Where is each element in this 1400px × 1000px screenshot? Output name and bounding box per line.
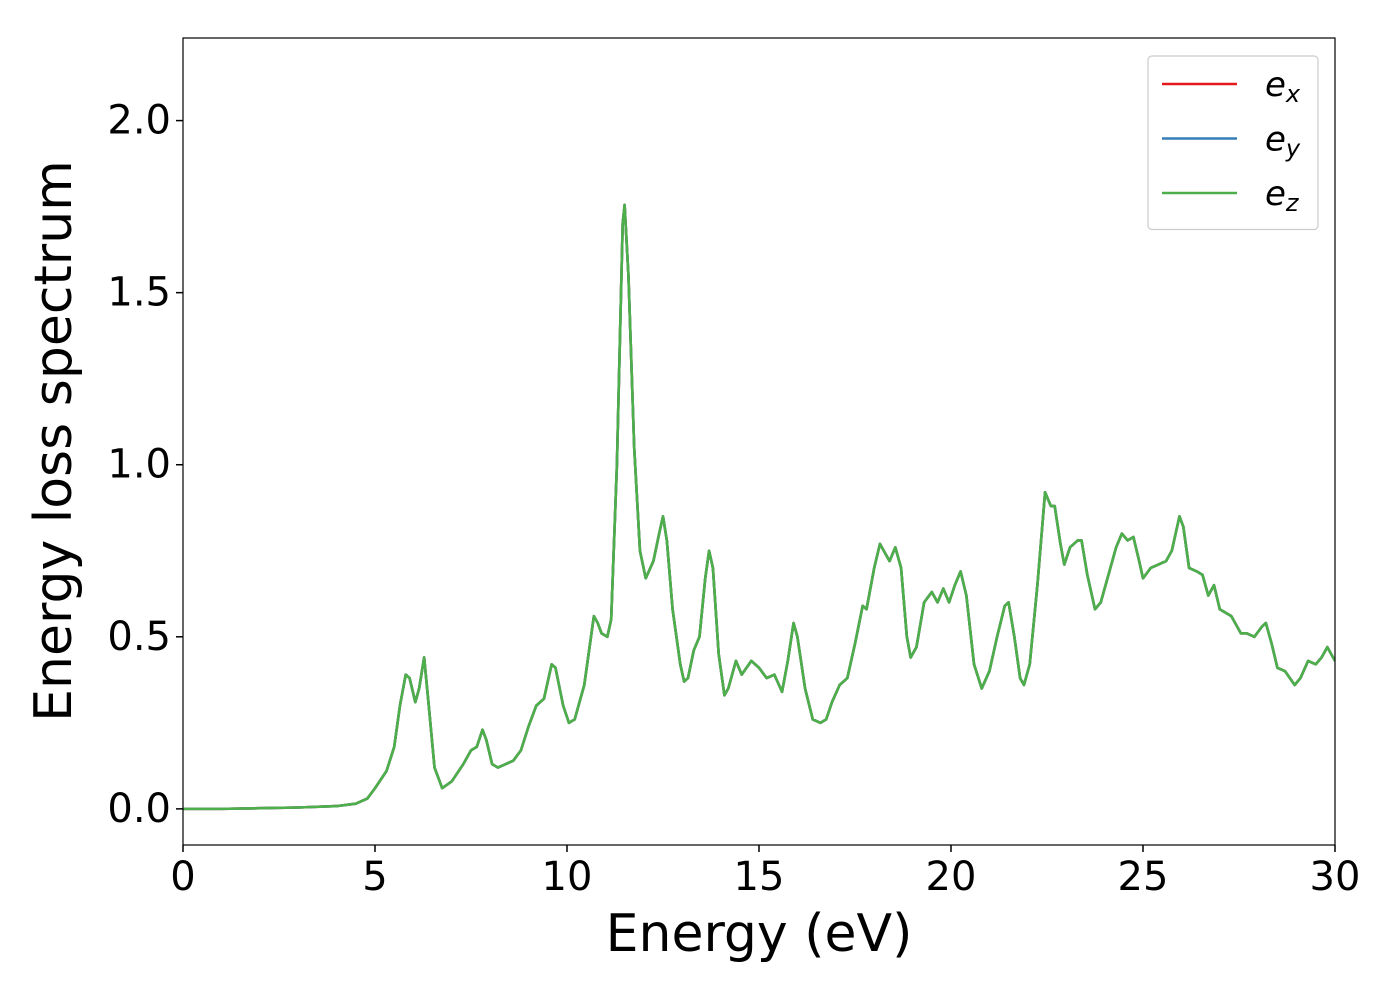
y-tick-label: 0.0: [107, 786, 171, 832]
data-line: [183, 203, 1335, 811]
x-tick-label: 5: [362, 854, 387, 900]
legend-box: [1147, 55, 1319, 231]
data-line: [183, 203, 1335, 811]
x-tick-label: 25: [1118, 854, 1169, 900]
plot-frame: [182, 37, 1336, 846]
x-tick-label: 20: [926, 854, 977, 900]
legend-label: ez: [1265, 174, 1300, 218]
x-axis-label: Energy (eV): [606, 904, 913, 964]
y-tick-label: 1.0: [107, 442, 171, 488]
x-tick-label: 0: [170, 854, 195, 900]
y-axis-label: Energy loss spectrum: [24, 160, 84, 722]
x-tick-label: 10: [542, 854, 593, 900]
legend-label: ex: [1265, 65, 1301, 109]
legend-label: ey: [1265, 119, 1301, 163]
data-line: [183, 203, 1335, 811]
y-tick-label: 2.0: [107, 98, 171, 144]
x-tick-label: 30: [1310, 854, 1361, 900]
y-tick-label: 0.5: [107, 614, 171, 660]
x-tick-label: 15: [734, 854, 785, 900]
y-tick-label: 1.5: [107, 270, 171, 316]
